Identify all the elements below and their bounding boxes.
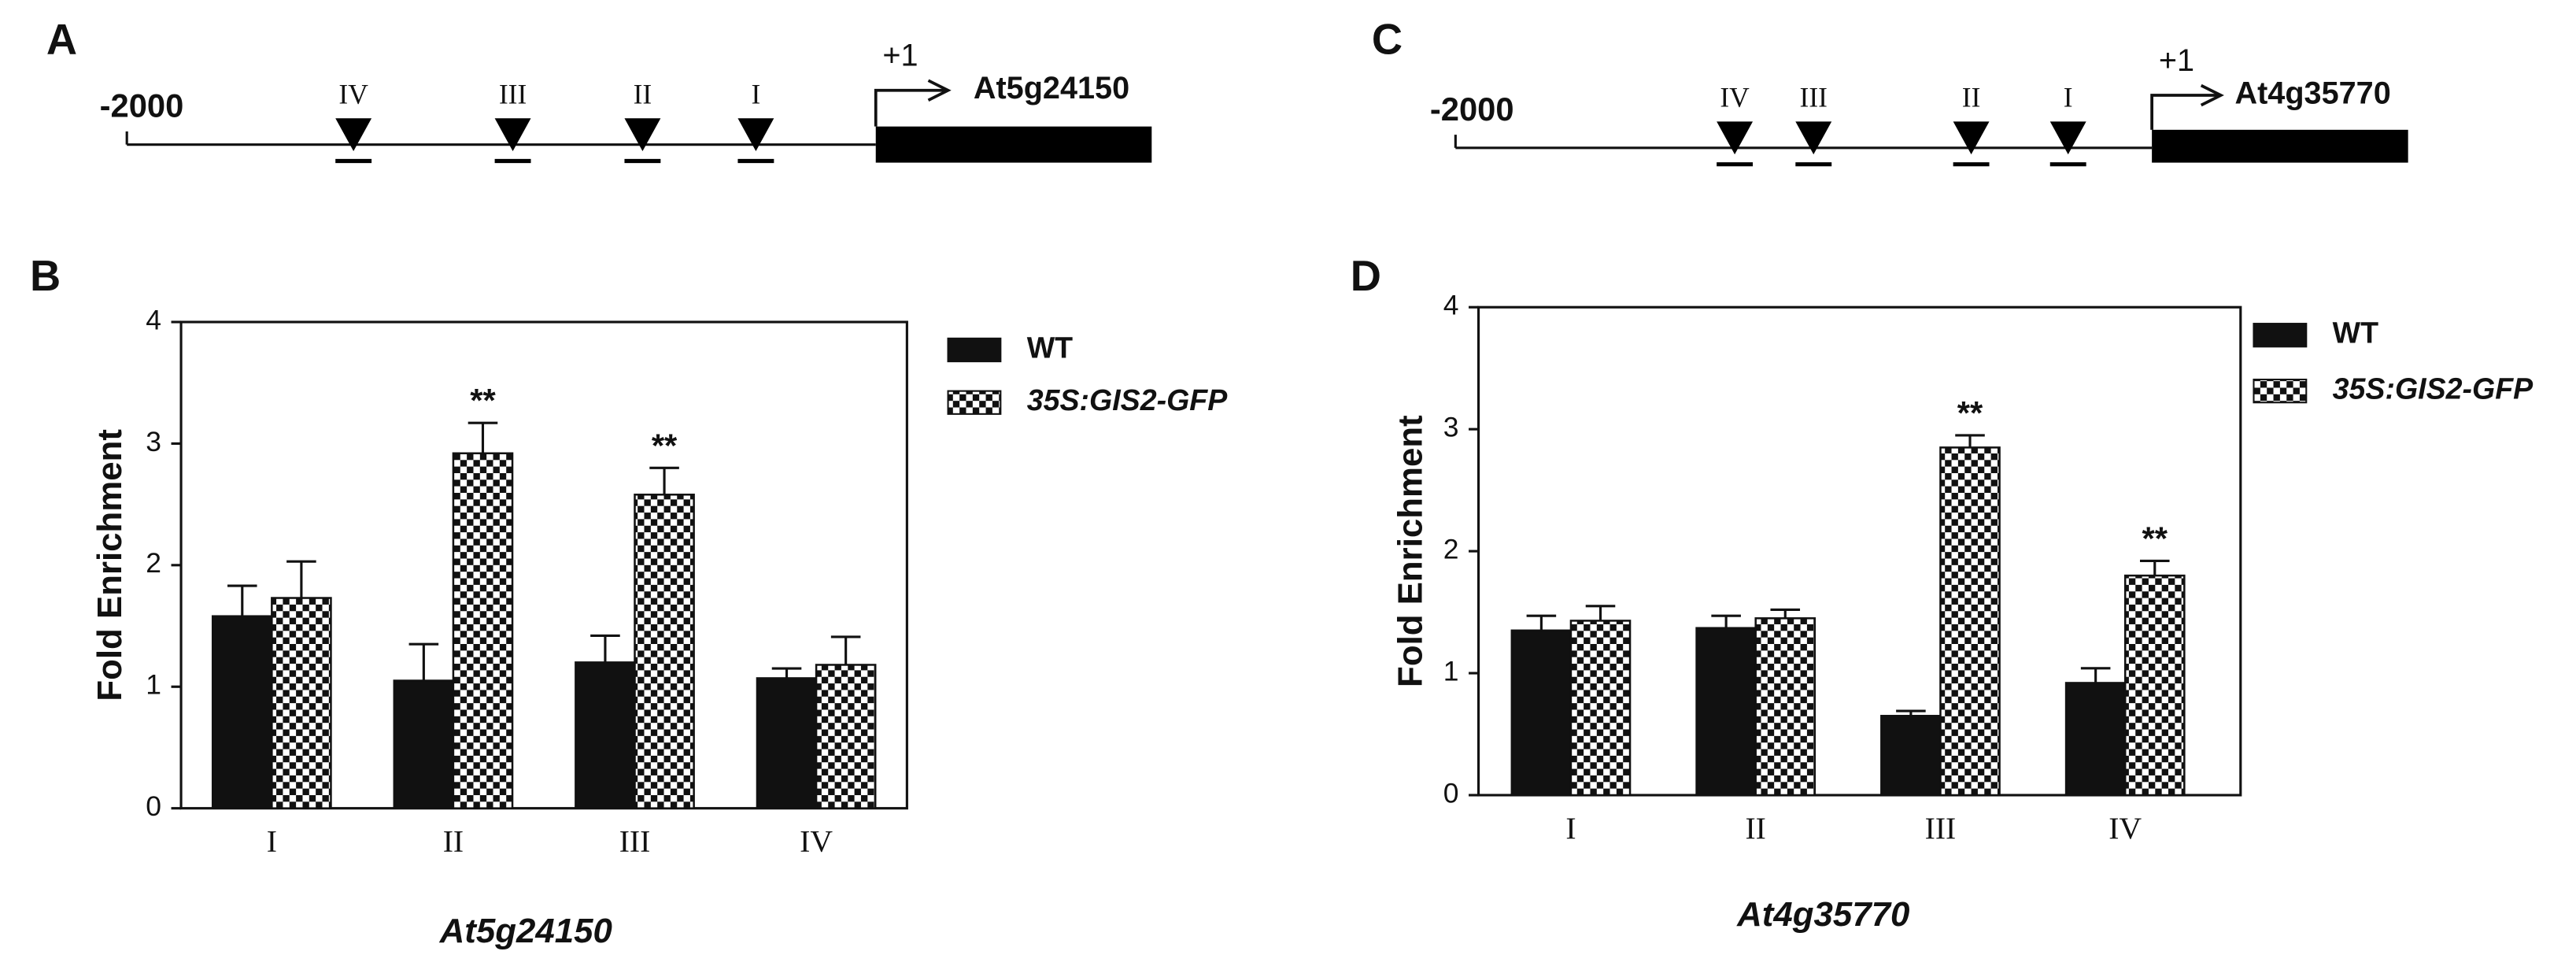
error-bar: [830, 635, 861, 665]
bar: [1880, 715, 1942, 797]
legend-label: 35S:GIS2-GFP: [2333, 372, 2534, 405]
bar: [1510, 629, 1573, 797]
site-marker: [335, 118, 372, 151]
bar: [634, 494, 695, 809]
error-bar: [1585, 605, 1616, 621]
significance: **: [470, 382, 496, 419]
error-bar: [468, 421, 498, 453]
y-axis-label: Fold Enrichment: [1391, 415, 1430, 687]
x-tick-label: IV: [2108, 811, 2142, 846]
bar: [2064, 682, 2127, 797]
legend-label: WT: [1027, 331, 1073, 364]
legend-label: WT: [2333, 316, 2378, 350]
x-tick-label: I: [267, 824, 277, 859]
error-bar: [590, 634, 620, 663]
x-tick-label: III: [619, 824, 651, 859]
bar: [211, 615, 273, 809]
arrow-head: [927, 79, 952, 102]
site-marker: [624, 118, 661, 151]
error-bar: [2139, 559, 2170, 576]
y-tick-label: 0: [1443, 777, 1459, 809]
bar: [1754, 617, 1817, 797]
site-marker: [1795, 121, 1832, 155]
legend-swatch: [947, 390, 1002, 415]
x-tick-label: II: [443, 824, 464, 859]
y-tick-label: 1: [146, 669, 161, 701]
x-tick-label: I: [1565, 811, 1576, 846]
x-tick-label: IV: [800, 824, 833, 859]
error-bar: [1955, 434, 1985, 448]
site-marker: [737, 118, 774, 151]
tss-label: +1: [2159, 43, 2194, 78]
error-bar: [771, 667, 802, 679]
bar: [756, 677, 818, 809]
significance: **: [652, 427, 678, 464]
site-marker: [494, 118, 531, 151]
y-tick-label: 2: [1443, 533, 1459, 564]
bar: [815, 664, 877, 809]
panel-label: C: [1372, 17, 1403, 64]
x-tick-label: III: [1925, 811, 1957, 846]
error-bar: [649, 466, 679, 495]
y-tick-label: 4: [146, 304, 161, 335]
gene-label: At4g35770: [2234, 76, 2390, 110]
site-marker: [1953, 121, 1990, 155]
site-label: II: [634, 78, 652, 109]
gene-box: [2152, 129, 2408, 163]
y-tick-label: 3: [146, 426, 161, 457]
x-tick-label: II: [1745, 811, 1765, 846]
site-marker: [2049, 121, 2086, 155]
significance: **: [2142, 520, 2168, 557]
legend-swatch: [2253, 378, 2308, 404]
site-label: II: [1962, 81, 1981, 113]
site-label: IV: [338, 78, 368, 109]
bar: [1695, 627, 1757, 797]
error-bar: [2080, 667, 2111, 683]
error-bar: [227, 584, 257, 616]
site-label: III: [1800, 81, 1828, 113]
x-axis-label: At5g24150: [439, 912, 612, 950]
y-tick-label: 3: [1443, 412, 1459, 443]
panel-label: D: [1351, 253, 1381, 300]
bar: [1569, 620, 1632, 797]
gene-box: [875, 126, 1152, 163]
y-tick-label: 2: [146, 547, 161, 579]
start-label: -2000: [100, 87, 184, 124]
y-tick-label: 4: [1443, 290, 1459, 321]
error-bar: [408, 642, 439, 681]
bar: [1939, 446, 2001, 797]
bar: [575, 661, 636, 809]
site-marker: [1717, 121, 1754, 155]
significance: **: [1957, 394, 1983, 431]
legend-label: 35S:GIS2-GFP: [1027, 383, 1229, 416]
site-label: III: [499, 78, 527, 109]
y-axis-label: Fold Enrichment: [91, 429, 129, 701]
y-tick-label: 1: [1443, 655, 1459, 687]
tss-arrow: [2150, 94, 2221, 130]
y-tick-label: 0: [146, 790, 161, 822]
arrow-head: [2200, 83, 2224, 107]
bar: [271, 597, 332, 809]
x-axis-label: At4g35770: [1736, 895, 1909, 934]
tss-label: +1: [882, 39, 918, 73]
tss-arrow: [874, 88, 948, 127]
bar: [2123, 574, 2186, 797]
legend-swatch: [947, 337, 1002, 363]
bar: [452, 452, 514, 809]
error-bar: [1711, 614, 1741, 628]
site-label: I: [751, 78, 760, 109]
error-bar: [1770, 608, 1801, 619]
panel-label: A: [46, 17, 77, 64]
site-label: IV: [1720, 81, 1750, 113]
start-label: -2000: [1430, 91, 1514, 128]
error-bar: [286, 560, 316, 598]
legend-swatch: [2253, 323, 2308, 348]
panel-label: B: [30, 253, 61, 300]
gene-label: At5g24150: [974, 71, 1129, 105]
bar: [393, 679, 455, 809]
error-bar: [1526, 614, 1557, 631]
site-label: I: [2064, 81, 2073, 113]
error-bar: [1896, 709, 1926, 716]
